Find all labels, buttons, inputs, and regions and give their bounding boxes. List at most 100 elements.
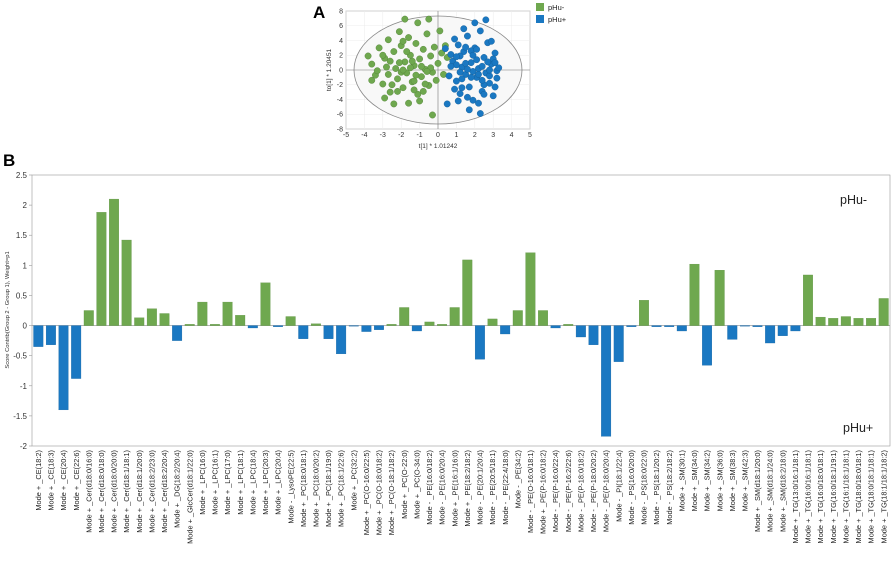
scatter-point-phu-minus — [399, 84, 407, 92]
bar — [361, 325, 372, 332]
scatter-y-label: to[1] * 1.20451 — [326, 48, 333, 91]
scatter-point-phu-minus — [399, 37, 407, 45]
scatter-point-phu-minus — [408, 57, 416, 65]
scatter-point-phu-plus — [486, 66, 493, 74]
bar-y-tick-label: -2 — [20, 442, 28, 451]
category-label: Mode + _Cer(d18:0/16:0) — [84, 450, 93, 533]
bar — [525, 252, 536, 326]
bar — [777, 325, 788, 336]
category-label: Mode - _PE(16:0/20:4) — [438, 450, 447, 525]
scatter-point-phu-plus — [491, 49, 499, 57]
category-label: Mode - _PE(P-18:0/20:4) — [602, 450, 611, 532]
bar — [639, 300, 649, 326]
bar — [134, 317, 145, 326]
scatter-point-phu-plus — [464, 65, 471, 73]
category-label: Mode - _PE(22:4/18:0) — [501, 450, 510, 525]
bar-y-tick-label: 0.5 — [16, 291, 28, 300]
category-label: Mode + _SM(34:0) — [690, 450, 699, 511]
bar — [197, 301, 208, 326]
scatter-point-phu-plus — [443, 100, 451, 108]
category-label: Mode + _TG(16:0/18:0/18:1) — [816, 450, 825, 543]
scatter-point-phu-plus — [475, 99, 482, 107]
bar — [575, 325, 586, 338]
scatter-point-phu-minus — [368, 60, 376, 68]
bar-plot-area — [31, 174, 891, 447]
bar — [815, 316, 826, 326]
category-label: Mode + _SM(d18:1/20:0) — [753, 450, 762, 532]
legend-label-phu-plus: pHu+ — [548, 15, 567, 24]
bar — [676, 325, 687, 332]
bar — [550, 325, 561, 329]
scatter-x-tick-label: -4 — [361, 132, 367, 139]
scatter-y-tick-label: -6 — [337, 112, 343, 119]
bar-y-label: Score Contrib(Group 2 - Group 1), Weight… — [5, 251, 11, 368]
bar — [159, 313, 170, 326]
category-label: Mode + _SM(38:3) — [728, 450, 737, 511]
scatter-point-phu-minus — [375, 44, 383, 52]
scatter-x-tick-label: -5 — [343, 132, 349, 139]
scatter-point-phu-minus — [410, 77, 418, 85]
scatter-points — [364, 15, 503, 119]
legend-label-phu-minus: pHu- — [548, 3, 565, 12]
scatter-point-phu-minus — [368, 76, 376, 84]
bar — [752, 325, 763, 327]
scatter-point-phu-minus — [364, 52, 372, 60]
category-label: Mode + _CE(22:6) — [72, 450, 81, 511]
scatter-point-phu-minus — [430, 43, 438, 51]
bar — [866, 318, 877, 326]
scatter-x-tick-label: 5 — [528, 132, 532, 139]
scatter-point-phu-minus — [399, 66, 407, 74]
bar — [411, 325, 422, 332]
scatter-point-phu-minus — [392, 65, 400, 72]
scatter-plot-panel: -5 -4 -3 -2 -1 0 1 2 3 4 5 -8 -6 -4 -2 0 2 4 6 8 t[1] * 1.0… — [326, 3, 567, 150]
scatter-point-phu-minus — [410, 86, 418, 94]
bar — [462, 259, 473, 326]
scatter-point-phu-plus — [478, 76, 486, 84]
category-label: Mode - _PE(P-16:0/22:4) — [551, 450, 560, 532]
bar — [83, 310, 94, 326]
scatter-point-phu-plus — [451, 35, 458, 43]
category-label: Mode + _PE(P-16:0/18:2) — [539, 450, 548, 534]
scatter-x-tick-label: 2 — [473, 132, 477, 139]
scatter-point-phu-plus — [464, 93, 471, 101]
category-label: Mode - _PE(20:1/20:4) — [476, 450, 485, 525]
bar — [96, 212, 107, 326]
scatter-point-phu-minus — [425, 15, 433, 23]
scatter-point-phu-plus — [469, 96, 477, 104]
category-label: Mode + _Cer(d18:1/18:1) — [122, 450, 131, 533]
scatter-point-phu-minus — [381, 94, 389, 102]
scatter-point-phu-plus — [441, 45, 449, 53]
scatter-y-tick-label: -4 — [337, 97, 343, 104]
bar — [184, 324, 195, 326]
scatter-point-phu-plus — [454, 97, 462, 105]
scatter-y-tick-label: 6 — [339, 23, 343, 30]
scatter-point-phu-minus — [421, 80, 429, 88]
category-label: Mode + _CE(18:3) — [47, 450, 56, 511]
bar — [790, 325, 801, 332]
category-label: Mode + _TG(18:0/18:1/18:1) — [867, 450, 876, 543]
bar — [878, 298, 889, 326]
bar-y-tick-label: 0 — [23, 322, 28, 331]
scatter-point-phu-minus — [379, 51, 387, 59]
scatter-point-phu-minus — [412, 71, 420, 79]
category-label: Mode + _SM(36:0) — [715, 450, 724, 511]
category-label: Mode - _PE(20:5/18:1) — [488, 450, 497, 525]
bar-y-tick-label: -1 — [20, 382, 28, 391]
bar — [601, 325, 612, 437]
category-label: Mode + _Cer(d18:0/20:0) — [110, 450, 119, 533]
scatter-point-phu-minus — [416, 97, 423, 105]
category-label: Mode - _LysoPE(22:5) — [286, 450, 295, 524]
category-label: Mode - _PS(18:1/20:2) — [652, 450, 661, 525]
bar — [146, 308, 157, 326]
bar — [109, 198, 119, 326]
bar — [374, 325, 384, 330]
scatter-point-phu-plus — [476, 110, 484, 117]
category-label: Mode - _PS(18:0/22:0) — [640, 450, 649, 525]
category-label: Mode - _PE(P-16:2/22:6) — [564, 450, 573, 532]
bar — [563, 324, 574, 326]
scatter-point-phu-plus — [476, 27, 484, 35]
scatter-point-phu-plus — [456, 68, 464, 76]
category-label: Mode + _LPC(16:0) — [198, 450, 207, 515]
scatter-point-phu-minus — [390, 48, 398, 55]
scatter-point-phu-plus — [478, 62, 486, 70]
